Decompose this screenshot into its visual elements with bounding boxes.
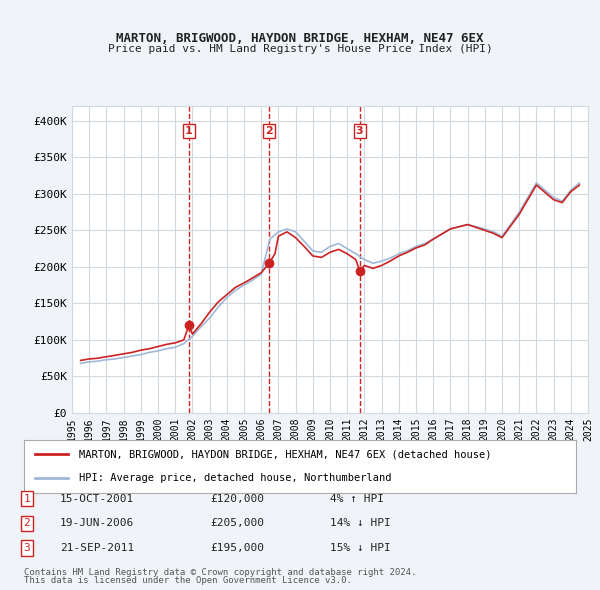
- Text: 15-OCT-2001: 15-OCT-2001: [60, 494, 134, 503]
- Text: 1: 1: [185, 126, 193, 136]
- Text: 3: 3: [23, 543, 31, 553]
- Text: Contains HM Land Registry data © Crown copyright and database right 2024.: Contains HM Land Registry data © Crown c…: [24, 568, 416, 577]
- Text: 19-JUN-2006: 19-JUN-2006: [60, 519, 134, 528]
- Text: £195,000: £195,000: [210, 543, 264, 553]
- Text: 2: 2: [23, 519, 31, 528]
- Text: 15% ↓ HPI: 15% ↓ HPI: [330, 543, 391, 553]
- Text: 21-SEP-2011: 21-SEP-2011: [60, 543, 134, 553]
- Text: 2: 2: [265, 126, 273, 136]
- Text: HPI: Average price, detached house, Northumberland: HPI: Average price, detached house, Nort…: [79, 473, 392, 483]
- Text: £205,000: £205,000: [210, 519, 264, 528]
- Text: 14% ↓ HPI: 14% ↓ HPI: [330, 519, 391, 528]
- Text: 3: 3: [356, 126, 364, 136]
- Text: MARTON, BRIGWOOD, HAYDON BRIDGE, HEXHAM, NE47 6EX (detached house): MARTON, BRIGWOOD, HAYDON BRIDGE, HEXHAM,…: [79, 450, 492, 460]
- Text: £120,000: £120,000: [210, 494, 264, 503]
- Text: 4% ↑ HPI: 4% ↑ HPI: [330, 494, 384, 503]
- Text: MARTON, BRIGWOOD, HAYDON BRIDGE, HEXHAM, NE47 6EX: MARTON, BRIGWOOD, HAYDON BRIDGE, HEXHAM,…: [116, 32, 484, 45]
- Text: Price paid vs. HM Land Registry's House Price Index (HPI): Price paid vs. HM Land Registry's House …: [107, 44, 493, 54]
- Text: 1: 1: [23, 494, 31, 503]
- Text: This data is licensed under the Open Government Licence v3.0.: This data is licensed under the Open Gov…: [24, 576, 352, 585]
